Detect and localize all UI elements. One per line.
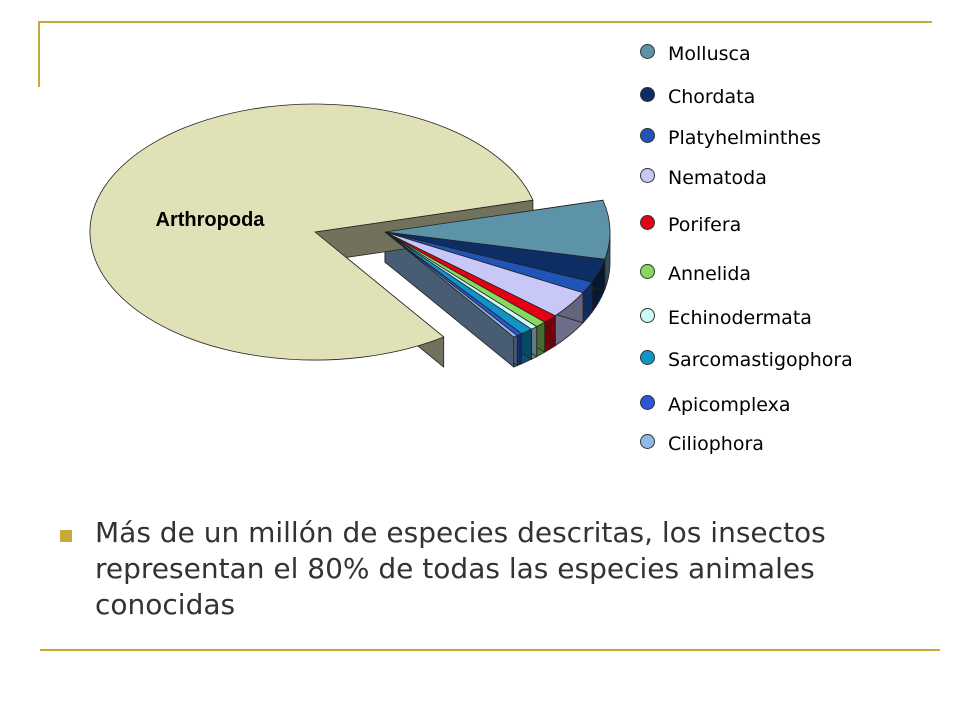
bullet-text: Más de un millón de especies descritas, … [95, 516, 826, 621]
pie-slice-ciliophora [384, 231, 518, 338]
bullet-marker [60, 530, 72, 542]
frame-top-line [40, 21, 932, 23]
slice-label-arthropoda: Arthropoda [156, 209, 266, 231]
pie-slice-arthropoda [89, 103, 534, 361]
frame-bottom-line [40, 649, 940, 651]
pie-chart: Arthropoda [89, 103, 611, 368]
frame-left-line [38, 21, 40, 87]
pie-slice-mollusca [384, 199, 611, 260]
